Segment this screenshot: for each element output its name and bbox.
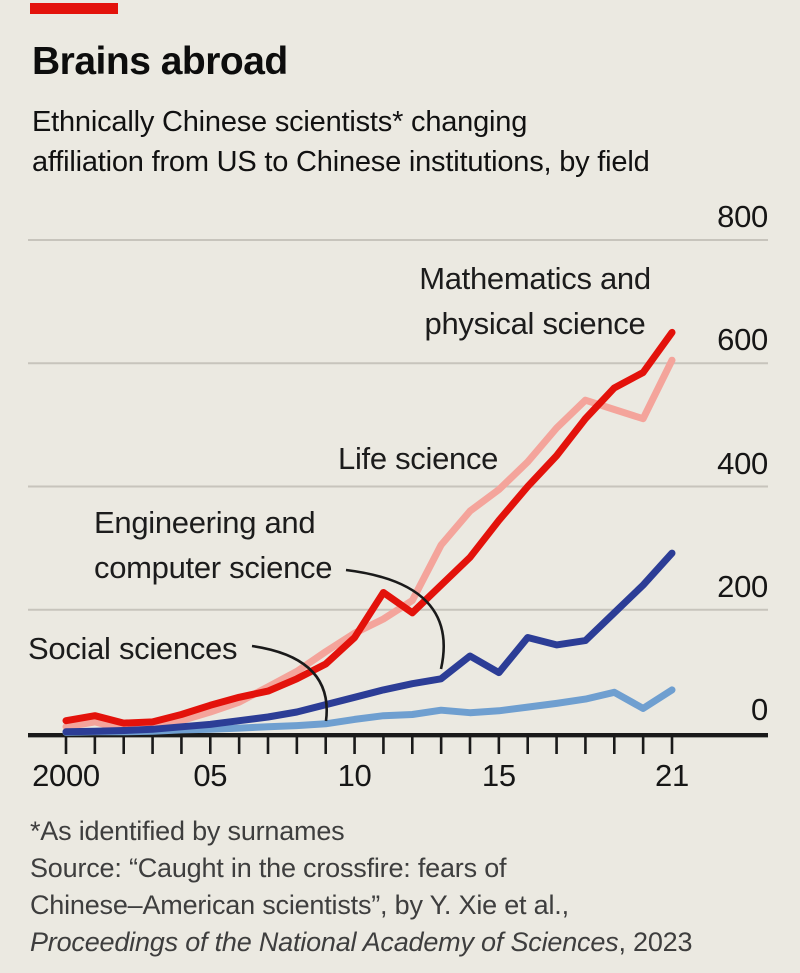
social-label-connector-line [251,644,329,722]
chart-subtitle-line2: affiliation from US to Chinese instituti… [32,146,650,178]
x-axis-label-15: 15 [481,758,516,793]
line-engineering-and-computer-science [62,549,676,736]
series-label-eng-line1: Engineering and [94,505,316,540]
y-axis-label-200: 200 [717,568,768,604]
y-axis-label-600: 600 [717,322,768,358]
y-axis-label-400: 400 [717,445,768,481]
line-mathematics-and-physical-science [62,328,676,727]
series-label-math-line1: Mathematics and [419,261,651,296]
series-label-eng-line2: computer science [94,550,333,585]
y-axis-label-800: 800 [717,199,768,234]
footnote: *As identified by surnames [30,816,345,846]
series-label-engineering: Engineering and computer science [94,500,332,590]
series-label-life-science: Life science [338,441,499,476]
gridlines [28,239,768,738]
series-label-social-sciences: Social sciences [28,631,238,666]
series-label-math-line2: physical science [424,306,646,341]
source-line2: Chinese–American scientists”, by Y. Xie … [30,890,569,920]
engineering-label-connector-line [345,568,446,670]
source-line1: Source: “Caught in the crossfire: fears … [30,853,507,883]
x-axis-label-21: 21 [655,758,689,793]
source-line3: Proceedings of the National Academy of S… [30,927,693,958]
data-lines [62,328,676,736]
source-journal-name: Proceedings of the National Academy of S… [30,927,619,957]
x-axis-ticks [64,737,674,754]
page-title: Brains abroad [32,40,288,83]
brand-red-tab-icon [30,3,118,14]
chart-subtitle-line1: Ethnically Chinese scientists* changing [32,106,528,138]
series-label-math-physical: Mathematics and physical science [400,256,670,346]
line-life-science [62,356,676,733]
x-axis-label-2000: 2000 [32,758,100,793]
x-axis-label-10: 10 [337,758,372,793]
y-axis-label-0: 0 [751,692,768,727]
x-axis-label-05: 05 [193,758,228,793]
source-year: , 2023 [618,927,693,957]
